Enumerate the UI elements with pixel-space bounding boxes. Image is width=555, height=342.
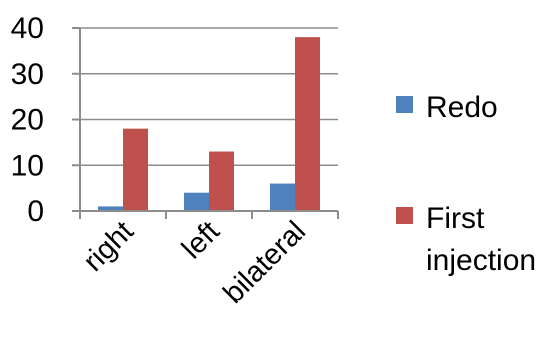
- x-tick-label: bilateral: [218, 215, 312, 309]
- axes: [72, 27, 339, 219]
- y-tick-label: 20: [11, 104, 44, 137]
- bar-redo-left: [184, 192, 209, 211]
- bars: [98, 37, 320, 212]
- x-tick-label: right: [77, 215, 140, 278]
- bar-redo-bilateral: [270, 183, 295, 211]
- bar-first-injection-bilateral: [295, 37, 320, 212]
- legend-label-first-injection: injection: [426, 244, 536, 277]
- x-tick-label: left: [176, 215, 226, 265]
- bar-redo-right: [98, 206, 123, 211]
- y-tick-labels: 0 10 20 30 40: [11, 12, 44, 228]
- bar-first-injection-right: [123, 128, 148, 211]
- legend-label-redo: Redo: [426, 91, 498, 124]
- legend-label-first-injection: First: [426, 202, 485, 235]
- y-tick-label: 0: [27, 195, 44, 228]
- bar-first-injection-left: [209, 151, 234, 211]
- legend-swatch-redo: [396, 96, 413, 113]
- legend-swatch-first-injection: [396, 207, 413, 224]
- y-tick-label: 10: [11, 149, 44, 182]
- y-tick-label: 40: [11, 12, 44, 45]
- legend: Redo First injection: [396, 91, 536, 277]
- y-tick-label: 30: [11, 58, 44, 91]
